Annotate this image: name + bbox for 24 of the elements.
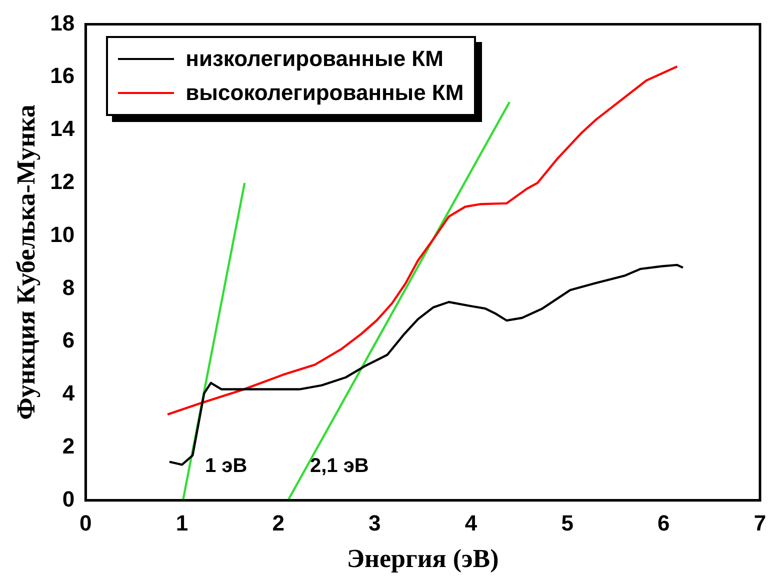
y-tick-label: 16 <box>50 63 75 88</box>
x-axis-title: Энергия (эВ) <box>346 544 499 574</box>
y-tick-label: 14 <box>50 116 76 142</box>
x-tick-label: 3 <box>368 510 381 536</box>
y-tick-label: 8 <box>62 274 75 300</box>
y-tick-label: 4 <box>62 380 76 406</box>
y-tick-label: 12 <box>50 168 75 194</box>
y-axis-title: Функция Кубелька-Мунка <box>11 104 40 420</box>
legend-label: высоколегированные КМ <box>186 79 464 108</box>
y-tick-label: 18 <box>50 10 75 36</box>
y-tick-label: 6 <box>62 328 75 353</box>
x-tick-label: 7 <box>754 510 766 536</box>
x-tick-label: 6 <box>658 510 670 536</box>
legend-label: низколегированные КМ <box>186 45 444 74</box>
x-tick-label: 5 <box>561 510 574 536</box>
x-tick-label: 1 <box>176 510 188 536</box>
x-tick-label: 0 <box>80 510 92 536</box>
x-tick-label: 4 <box>464 510 478 536</box>
y-tick-label: 10 <box>50 222 75 247</box>
y-tick-label: 2 <box>62 434 75 459</box>
y-tick-label: 0 <box>62 486 75 512</box>
x-tick-label: 2 <box>272 510 284 536</box>
annotation: 1 эВ <box>204 454 248 477</box>
annotation: 2,1 эВ <box>310 454 369 477</box>
